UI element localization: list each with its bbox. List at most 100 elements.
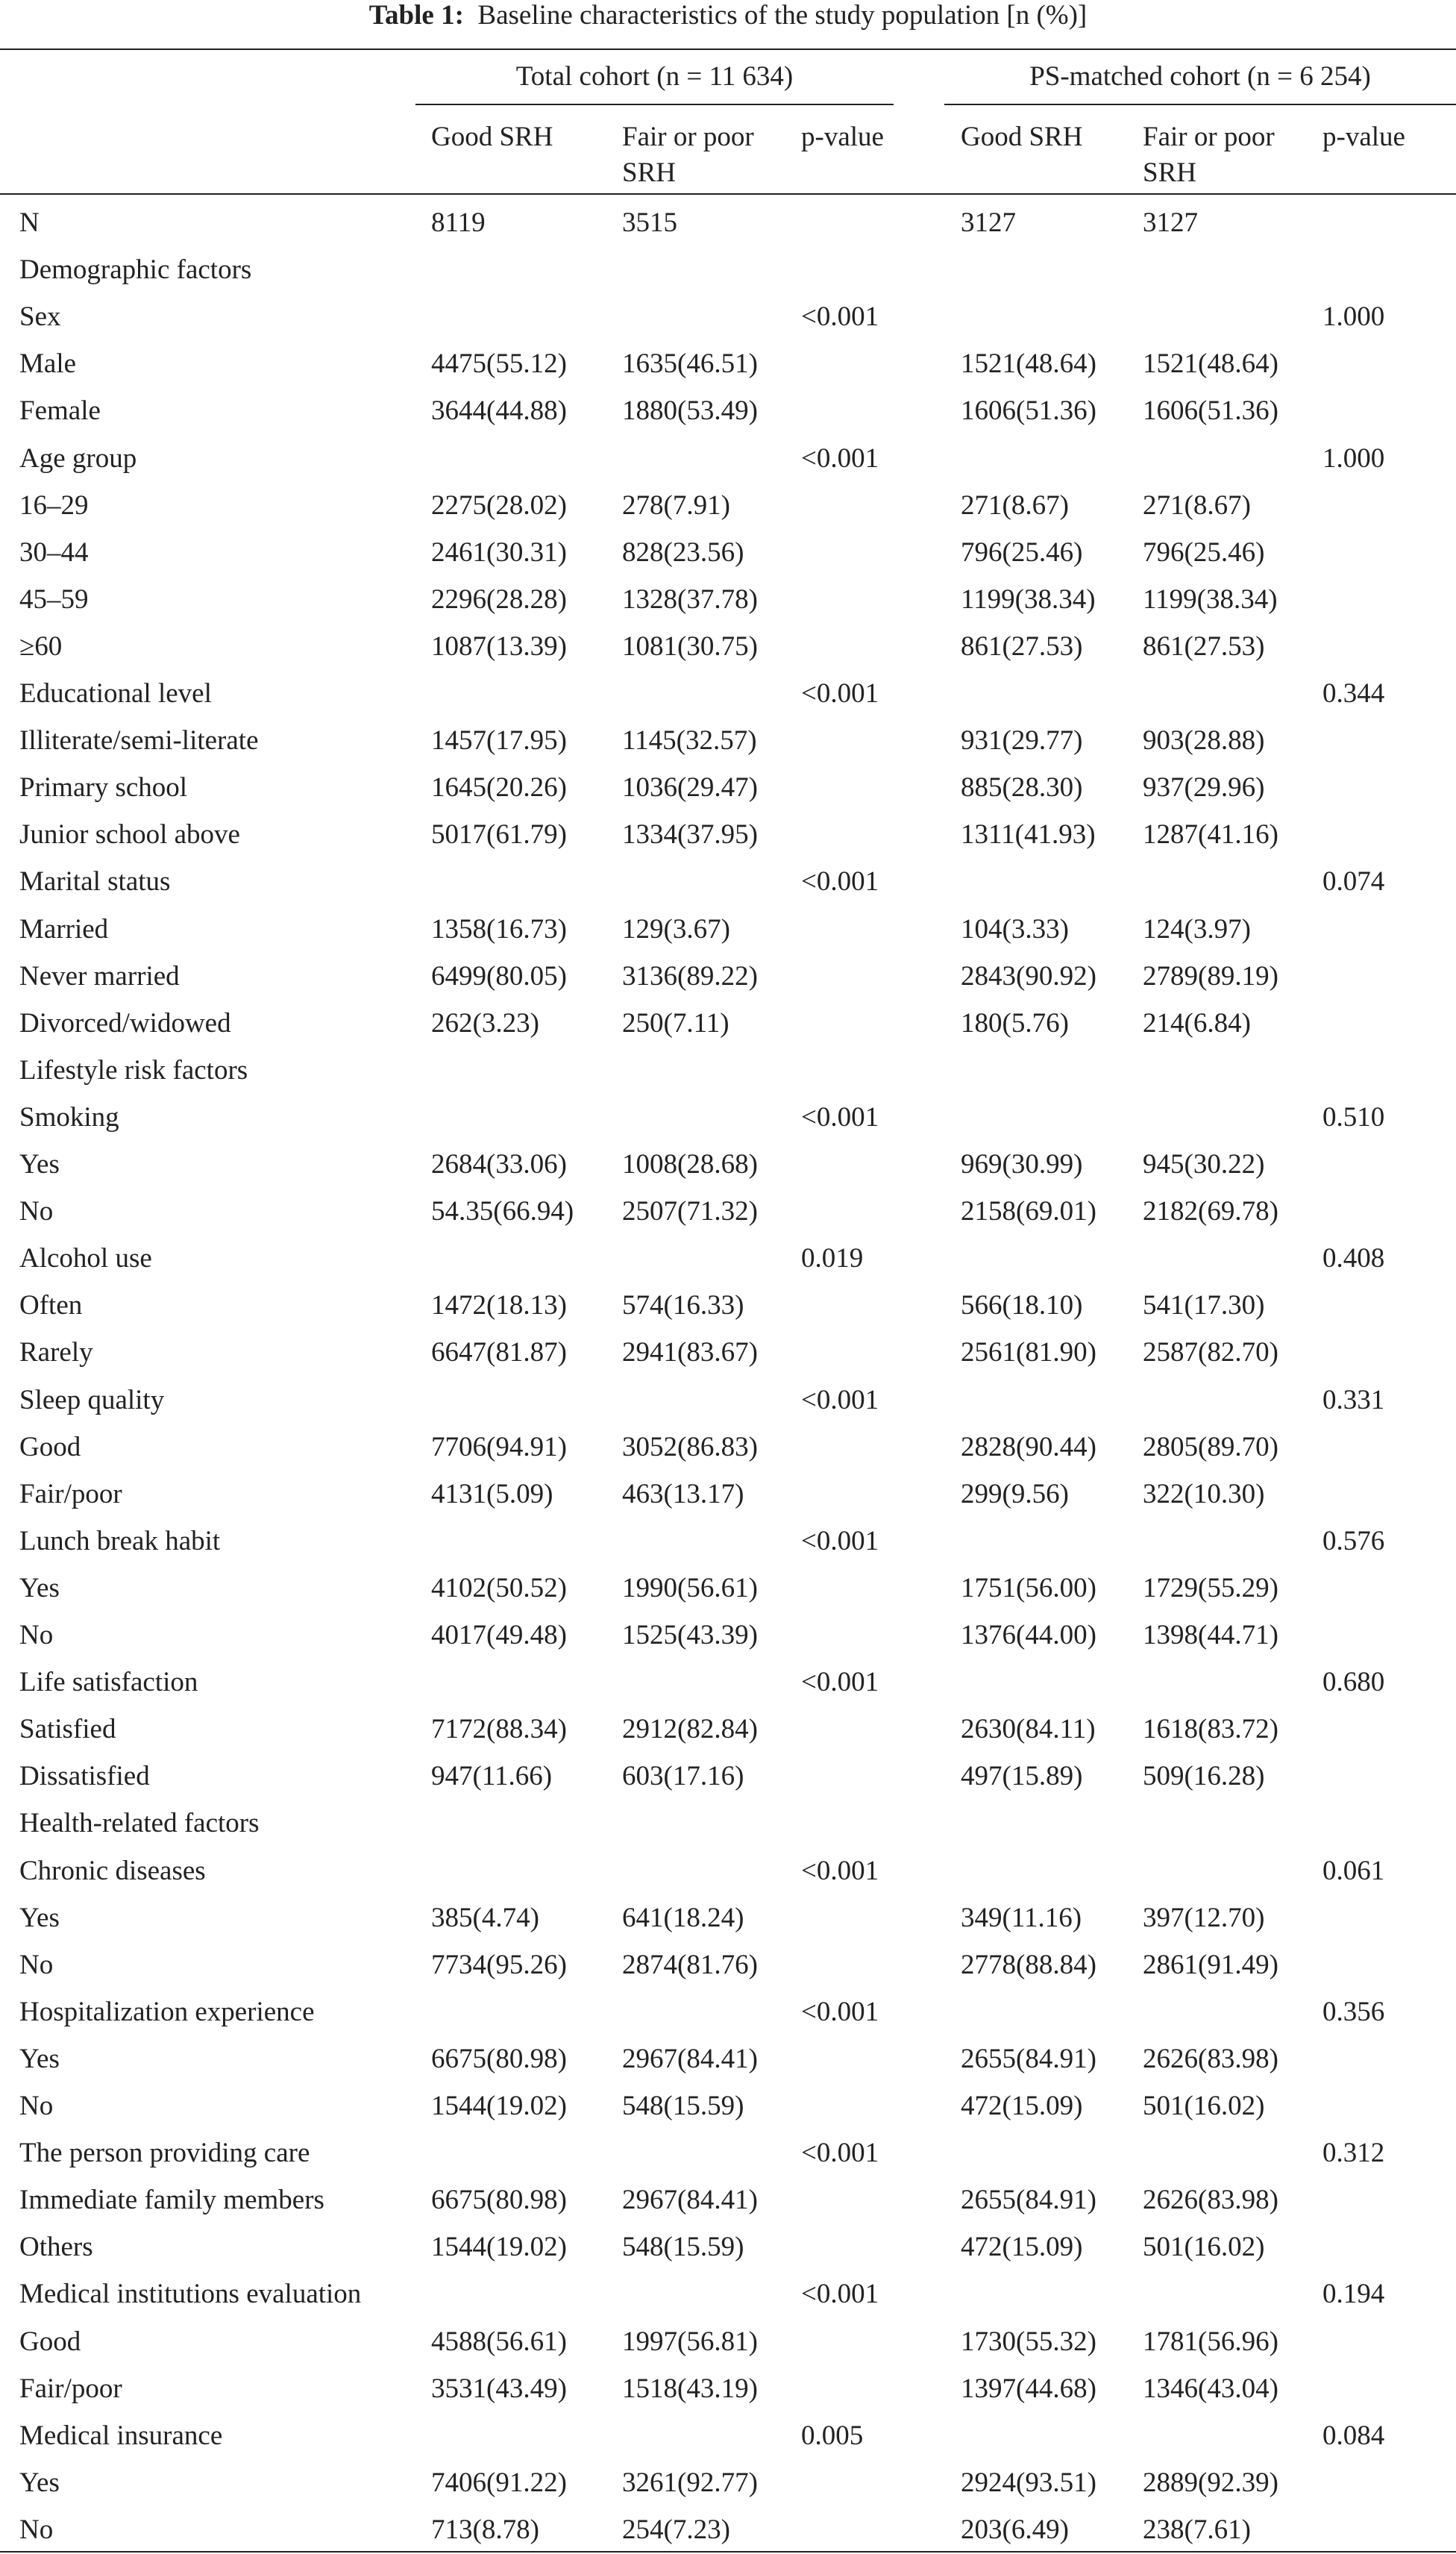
row-label: 16–29 (19, 489, 89, 521)
cell: 2630(84.11) (961, 1714, 1096, 1745)
cell: 1087(13.39) (431, 630, 567, 662)
cell: 796(25.46) (961, 536, 1083, 568)
row-label: No (19, 2091, 54, 2121)
cell: 1730(55.32) (961, 2326, 1096, 2357)
row-label: Male (19, 348, 77, 380)
row-label: Hospitalization experience (19, 1996, 315, 2027)
row-label: 30–44 (19, 536, 89, 568)
cell: 1008(28.68) (622, 1149, 758, 1180)
cell: 203(6.49) (961, 2514, 1069, 2545)
cell: 2461(30.31) (431, 536, 567, 568)
cell: 1606(51.36) (1143, 395, 1278, 427)
cell: 397(12.70) (1143, 1902, 1265, 1933)
cell: 4475(55.12) (431, 348, 567, 380)
column-header: Good SRH (961, 122, 1083, 152)
cell: 641(18.24) (622, 1902, 744, 1933)
cell: 1525(43.39) (622, 1620, 758, 1650)
cell: 2561(81.90) (961, 1337, 1096, 1368)
row-label: N (19, 207, 40, 238)
cell: 2789(89.19) (1143, 960, 1278, 992)
cell: 1397(44.68) (961, 2373, 1096, 2404)
cell: 0.061 (1322, 1855, 1385, 1886)
cell: 713(8.78) (431, 2514, 539, 2545)
cell: 1544(19.02) (431, 2232, 567, 2263)
cell: 6647(81.87) (431, 1337, 567, 1368)
cell: 2626(83.98) (1143, 2185, 1278, 2216)
cell: 861(27.53) (1143, 630, 1265, 662)
row-label: No (19, 1620, 54, 1650)
cell: 3515 (622, 207, 677, 238)
cell: 463(13.17) (622, 1478, 744, 1509)
row-label: Good (19, 1431, 81, 1462)
cell: 1880(53.49) (622, 395, 758, 427)
group-header: PS-matched cohort (n = 6 254) (1029, 61, 1371, 92)
cell: 1781(56.96) (1143, 2326, 1278, 2357)
cell: 548(15.59) (622, 2091, 744, 2121)
row-label: Female (19, 395, 101, 427)
cell: 180(5.76) (961, 1007, 1069, 1039)
row-label: ≥60 (19, 630, 63, 662)
cell: 1521(48.64) (1143, 348, 1278, 380)
cell: 2158(69.01) (961, 1196, 1096, 1227)
cell: 1521(48.64) (961, 348, 1096, 380)
cell: 574(16.33) (622, 1290, 744, 1321)
row-label: Lifestyle risk factors (19, 1054, 248, 1086)
cell: 885(28.30) (961, 772, 1083, 804)
cell: 2889(92.39) (1143, 2467, 1278, 2498)
row-label: Yes (19, 1572, 60, 1603)
cell: 3127 (961, 207, 1016, 238)
cell: 3127 (1143, 207, 1198, 238)
row-label: No (19, 2514, 54, 2545)
row-label: Sleep quality (19, 1384, 165, 1415)
cell: <0.001 (801, 442, 879, 474)
row-label: Yes (19, 1149, 60, 1180)
cell: 1334(37.95) (622, 819, 758, 851)
cell: 385(4.74) (431, 1902, 539, 1933)
cell: 4131(5.09) (431, 1478, 553, 1509)
column-header: Good SRH (431, 122, 553, 152)
cell: <0.001 (801, 1667, 879, 1698)
cell: 271(8.67) (961, 489, 1069, 521)
cell: 937(29.96) (1143, 772, 1265, 804)
cell: 1635(46.51) (622, 348, 758, 380)
cell: 6675(80.98) (431, 2185, 567, 2216)
row-label: Primary school (19, 772, 188, 804)
cell: 3136(89.22) (622, 960, 758, 992)
row-label: Immediate family members (19, 2185, 324, 2216)
cell: 2182(69.78) (1143, 1196, 1278, 1227)
cell: 54.35(66.94) (431, 1196, 574, 1227)
row-label: No (19, 1196, 54, 1227)
group-header: Total cohort (n = 11 634) (515, 61, 794, 92)
cell: 299(9.56) (961, 1478, 1069, 1509)
cell: 2684(33.06) (431, 1149, 567, 1180)
cell: 2778(88.84) (961, 1949, 1096, 1980)
cell: 1606(51.36) (961, 395, 1096, 427)
cell: 1645(20.26) (431, 772, 567, 804)
cell: 1358(16.73) (431, 913, 567, 945)
cell: 4017(49.48) (431, 1620, 567, 1650)
cell: 3644(44.88) (431, 395, 567, 427)
bottom-rule (0, 2551, 1456, 2553)
column-header: Fair or poor SRH (622, 122, 754, 188)
cell: <0.001 (801, 301, 879, 333)
group-rule (944, 104, 1456, 105)
cell: 1990(56.61) (622, 1572, 758, 1603)
top-rule (0, 48, 1456, 50)
cell: 3261(92.77) (622, 2467, 758, 2498)
cell: 7734(95.26) (431, 1949, 567, 1980)
cell: 1997(56.81) (622, 2326, 758, 2357)
cell: 861(27.53) (961, 630, 1083, 662)
row-label: Yes (19, 2467, 60, 2498)
row-label: Medical insurance (19, 2420, 223, 2451)
row-label: Medical institutions evaluation (19, 2279, 362, 2310)
column-header: p-value (1322, 122, 1405, 152)
cell: <0.001 (801, 1525, 879, 1556)
cell: 0.074 (1322, 866, 1385, 898)
cell: 0.019 (801, 1243, 864, 1274)
cell: 2587(82.70) (1143, 1337, 1278, 1368)
cell: 1472(18.13) (431, 1290, 567, 1321)
row-label: Dissatisfied (19, 1761, 150, 1792)
cell: 903(28.88) (1143, 725, 1265, 757)
cell: 1199(38.34) (1143, 583, 1278, 615)
cell: 497(15.89) (961, 1761, 1083, 1792)
